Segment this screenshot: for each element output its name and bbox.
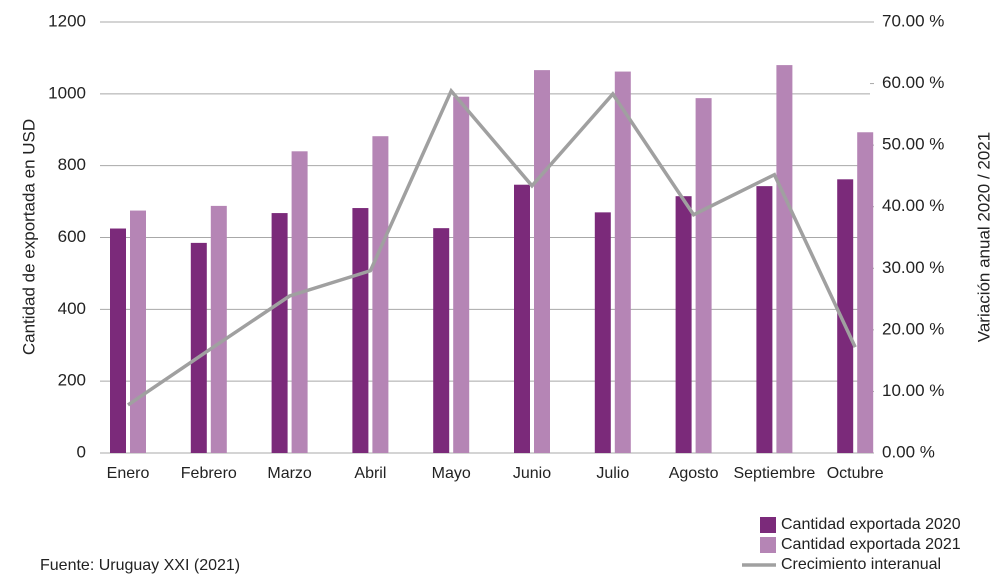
y2-tick-label: 10.00 % [882,381,944,400]
x-tick-label: Junio [513,465,551,482]
y-axis-label: Cantidad de exportada en USD [19,119,38,355]
legend-label: Crecimiento interanual [781,556,941,573]
y-tick-label: 1000 [48,83,86,102]
y2-axis-label: Variación anual 2020 / 2021 [974,132,993,342]
y-tick-label: 800 [58,155,86,174]
y2-tick-label: 50.00 % [882,135,944,154]
bar [110,228,126,453]
bar [514,184,530,453]
y2-tick-label: 70.00 % [882,11,944,30]
y-tick-label: 400 [58,299,86,318]
bar [190,242,207,453]
line-series [127,87,857,407]
legend-label: Cantidad exportada 2021 [781,536,961,553]
bar [534,70,550,454]
bar [776,65,793,453]
y2-tick-label: 40.00 % [882,196,944,215]
y-tick-label: 1200 [48,11,86,30]
x-tick-label: Agosto [669,465,719,482]
bar [453,96,470,453]
x-tick-label: Febrero [181,465,237,482]
y2-tick-label: 0.00 % [882,442,935,461]
x-tick-label: Septiembre [733,465,815,482]
source-note: Fuente: Uruguay XXI (2021) [40,557,240,574]
x-tick-label: Enero [107,465,150,482]
bar [675,196,692,453]
bar [756,186,773,453]
bar [837,179,854,453]
legend-label: Cantidad exportada 2020 [781,516,961,533]
bar [291,151,308,454]
bar [372,136,389,453]
y-tick-label: 0 [77,442,86,461]
x-tick-label: Abril [354,465,386,482]
bar [695,98,712,453]
legend-swatch [760,517,776,533]
bar [210,205,227,453]
bar [130,210,146,453]
bar [614,71,631,453]
y2-tick-label: 20.00 % [882,319,944,338]
x-tick-label: Julio [596,465,629,482]
x-tick-label: Octubre [827,465,884,482]
bar [271,213,288,453]
legend-swatch [760,537,776,553]
bar [857,132,874,453]
bar [433,228,450,453]
y-tick-label: 600 [58,227,86,246]
bar [594,212,611,453]
y-tick-label: 200 [58,371,86,390]
x-tick-label: Marzo [267,465,312,482]
y2-tick-label: 30.00 % [882,258,944,277]
y2-tick-label: 60.00 % [882,73,944,92]
bar [352,208,369,453]
x-tick-label: Mayo [432,465,471,482]
